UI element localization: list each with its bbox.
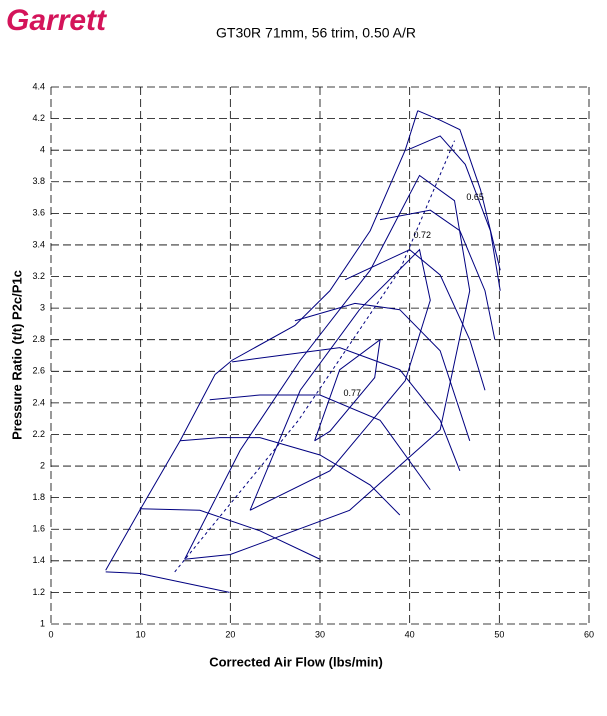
y-tick-label: 2.6 bbox=[32, 366, 45, 376]
brand-logo: Garrett bbox=[6, 4, 108, 37]
map-line bbox=[294, 302, 471, 441]
y-tick-label: 1.8 bbox=[32, 492, 45, 502]
x-tick-label: 30 bbox=[315, 629, 325, 639]
y-tick-label: 2.2 bbox=[32, 429, 45, 439]
efficiency-label: 0.72 bbox=[413, 230, 431, 240]
y-tick-label: 4.4 bbox=[32, 81, 45, 91]
map-line bbox=[344, 249, 486, 391]
map-line bbox=[406, 135, 501, 291]
x-axis-label: Corrected Air Flow (lbs/min) bbox=[209, 654, 383, 669]
y-tick-label: 3 bbox=[40, 302, 45, 312]
x-tick-label: 20 bbox=[225, 629, 235, 639]
y-tick-label: 1 bbox=[40, 618, 45, 628]
x-tick-label: 50 bbox=[494, 629, 504, 639]
y-axis-label: Pressure Ratio (t/t) P2c/P1c bbox=[9, 270, 24, 440]
map-line bbox=[105, 110, 419, 571]
efficiency-label: 0.77 bbox=[344, 388, 362, 398]
y-tick-label: 1.6 bbox=[32, 524, 45, 534]
y-tick-label: 4 bbox=[40, 145, 45, 155]
x-tick-label: 0 bbox=[48, 629, 53, 639]
y-tick-label: 3.8 bbox=[32, 176, 45, 186]
chart-title: GT30R 71mm, 56 trim, 0.50 A/R bbox=[216, 25, 416, 41]
x-tick-label: 40 bbox=[405, 629, 415, 639]
y-tick-label: 4.2 bbox=[32, 113, 45, 123]
y-tick-label: 1.2 bbox=[32, 587, 45, 597]
y-tick-label: 2 bbox=[40, 460, 45, 470]
y-tick-label: 2.8 bbox=[32, 334, 45, 344]
map-line bbox=[184, 174, 471, 560]
map-line bbox=[232, 347, 461, 471]
efficiency-label: 0.65 bbox=[466, 192, 484, 202]
map-line bbox=[249, 248, 431, 511]
map-line bbox=[417, 110, 501, 271]
map-line bbox=[379, 209, 496, 340]
x-tick-label: 10 bbox=[136, 629, 146, 639]
y-tick-label: 3.4 bbox=[32, 239, 45, 249]
y-tick-label: 3.2 bbox=[32, 271, 45, 281]
map-line bbox=[209, 394, 431, 491]
map-line bbox=[139, 508, 321, 560]
y-tick-label: 2.4 bbox=[32, 397, 45, 407]
y-tick-label: 1.4 bbox=[32, 555, 45, 565]
x-tick-label: 60 bbox=[584, 629, 594, 639]
y-tick-label: 3.6 bbox=[32, 208, 45, 218]
map-line bbox=[180, 437, 401, 516]
map-line bbox=[314, 338, 381, 442]
map-line bbox=[174, 140, 455, 573]
map-line bbox=[105, 571, 230, 593]
